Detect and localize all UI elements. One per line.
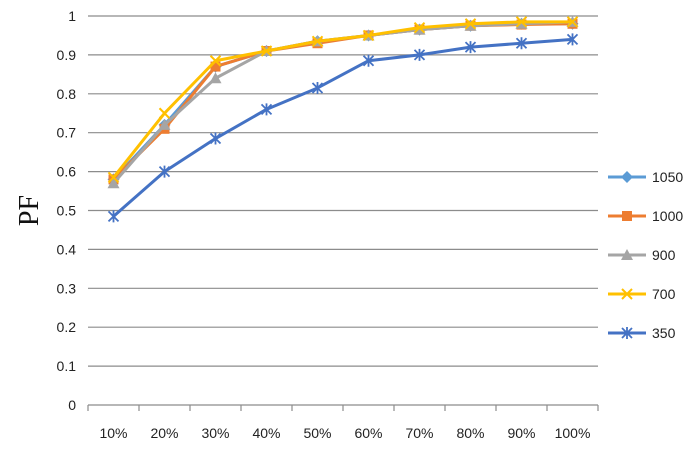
y-tick-label: 0.8	[57, 86, 77, 102]
data-point-350	[566, 33, 579, 46]
x-tick-label: 60%	[354, 425, 382, 441]
legend-item-1050: 1050	[608, 169, 683, 185]
data-point-350	[158, 165, 171, 178]
legend-label: 1000	[652, 208, 683, 224]
y-tick-label: 0.2	[57, 319, 77, 335]
data-point-700	[413, 21, 426, 34]
legend-item-350: 350	[608, 325, 676, 341]
series-350	[107, 33, 579, 223]
x-tick-label: 10%	[99, 425, 127, 441]
legend-item-900: 900	[608, 247, 676, 263]
data-point-700	[209, 55, 222, 67]
y-tick-label: 0	[68, 397, 76, 413]
gridlines	[88, 15, 598, 367]
legend-item-700: 700	[608, 286, 676, 302]
data-point-350	[515, 37, 528, 50]
data-point-700	[515, 16, 528, 28]
x-tick-label: 20%	[150, 425, 178, 441]
data-point-700	[260, 45, 273, 57]
data-point-700	[311, 35, 324, 47]
legend-label: 1050	[652, 169, 683, 185]
x-tick-label: 50%	[303, 425, 331, 441]
x-tick-label: 80%	[456, 425, 484, 441]
y-tick-label: 0.4	[57, 241, 77, 257]
series-group	[107, 15, 579, 223]
data-point-1000	[210, 61, 221, 72]
data-point-700	[566, 16, 579, 28]
y-tick-label: 0.9	[57, 47, 77, 63]
data-point-900	[158, 118, 171, 130]
data-point-700	[362, 29, 375, 42]
data-point-700	[464, 18, 477, 30]
y-tick-label: 0.5	[57, 203, 77, 219]
data-point-700	[107, 171, 120, 184]
x-tick-label: 100%	[555, 425, 591, 441]
data-point-350	[209, 132, 222, 145]
legend-item-1000: 1000	[608, 208, 683, 224]
legend-marker	[621, 171, 633, 183]
series-line-1050	[112, 22, 573, 181]
legend-marker	[622, 211, 632, 221]
legend-marker	[621, 288, 633, 300]
x-tick-label: 40%	[252, 425, 280, 441]
y-tick-label: 0.1	[57, 358, 77, 374]
data-point-350	[260, 103, 273, 116]
y-tick-label: 1	[68, 8, 76, 24]
axes	[87, 404, 599, 411]
series-line-350	[112, 37, 573, 218]
legend-label: 350	[652, 325, 676, 341]
legend-marker	[621, 327, 633, 339]
legend-marker	[621, 249, 633, 260]
data-point-700	[158, 107, 171, 119]
x-tick-label: 70%	[405, 425, 433, 441]
data-point-350	[311, 81, 324, 94]
legend: 1050 1000 900 700 350	[608, 169, 683, 341]
series-line-700	[112, 20, 573, 179]
data-point-900	[107, 177, 120, 189]
data-point-350	[362, 54, 375, 67]
legend-label: 900	[652, 247, 676, 263]
legend-label: 700	[652, 286, 676, 302]
x-tick-label: 30%	[201, 425, 229, 441]
series-line-1000	[112, 22, 573, 181]
y-tick-label: 0.7	[57, 125, 77, 141]
x-tick-label: 90%	[507, 425, 535, 441]
data-point-350	[464, 41, 477, 54]
series-700	[107, 16, 579, 184]
y-axis-label: PF	[14, 195, 45, 226]
y-tick-label: 0.6	[57, 164, 77, 180]
y-axis-ticks: 0 0.1 0.2 0.3 0.4 0.5 0.6 0.7 0.8 0.9 1	[57, 8, 77, 413]
data-point-350	[107, 210, 120, 223]
x-axis-ticks: 10% 20% 30% 40% 50% 60% 70% 80% 90% 100%	[99, 425, 590, 441]
data-point-900	[209, 72, 222, 84]
y-tick-label: 0.3	[57, 280, 77, 296]
data-point-350	[413, 48, 426, 61]
